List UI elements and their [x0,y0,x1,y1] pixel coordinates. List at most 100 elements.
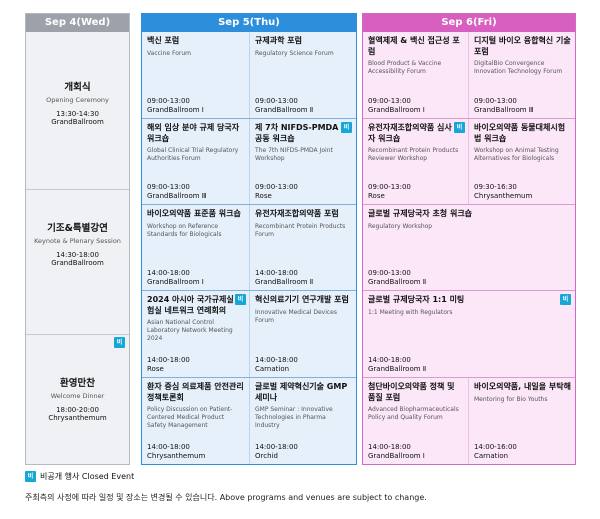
session-title: 혁신의료기기 연구개발 포럼 [255,295,349,304]
session-venue: GrandBallroom Ⅲ [147,192,207,200]
session-title: 환영만찬 [60,378,95,389]
session-footer: 14:00-18:00 Carnation [255,356,298,374]
session-title: 제 7차 NIFDS-PMDA 공동 워크숍 [255,123,339,143]
session-footer: 14:00-18:00 Rose [147,356,190,374]
closed-event-badge: 비 [560,294,571,305]
session-title: 글로벌 제약혁신기술 GMP 세미나 [255,382,348,402]
session-venue: GrandBallroom Ⅱ [368,365,427,373]
session-title: 백신 포럼 [147,36,180,45]
session-keynote[interactable]: 기조&특별강연 Keynote & Plenary Session 14:30-… [26,220,129,267]
session-footer: 09:30-16:30 Chrysanthemum [474,183,532,201]
session-cell[interactable]: 바이오의약품, 내일을 부탁해 Mentoring for Bio Youths… [469,378,575,464]
session-title: 바이오의약품 표준품 워크숍 [147,209,241,218]
session-title: 2024 아시아 국가규제실험실 네트워크 연례회의 [147,295,234,315]
session-cell[interactable]: 유전자재조합의약품 심사자 워크숍 Recombinant Protein Pr… [363,119,468,204]
session-footer: 09:00-13:00 Rose [368,183,411,201]
session-time: 09:00-13:00 [368,269,411,277]
session-title: 바이오의약품 동물대체시험법 워크숍 [474,123,566,143]
session-footer: 14:00-16:00 Carnation [474,443,517,461]
session-time: 09:00-13:00 [255,97,298,105]
session-cell[interactable]: 바이오의약품 동물대체시험법 워크숍 Workshop on Animal Te… [469,119,575,204]
session-en-title: Recombinant Protein Products Reviewer Wo… [368,147,459,162]
footnote: 주최측의 사정에 따라 일정 및 장소는 변경될 수 있습니다. Above p… [25,493,427,502]
session-footer: 14:00-18:00 GrandBallroom Ⅰ [368,443,425,461]
closed-event-badge: 비 [235,294,246,305]
session-title: 글로벌 규제당국자 초청 워크숍 [368,209,473,218]
divider [142,377,356,378]
session-en-title: Mentoring for Bio Youths [474,395,548,403]
session-opening-ceremony[interactable]: 개회식 Opening Ceremony 13:30-14:30 GrandBa… [26,79,129,126]
session-en-title: Regulatory Science Forum [255,49,334,57]
session-venue: Carnation [474,452,509,460]
session-footer: 09:00-13:00 Rose [255,183,298,201]
divider [363,290,575,291]
session-en-title: Policy Discussion on Patient-Centered Me… [147,406,233,429]
session-en-title: Regulatory Workshop [368,222,433,230]
session-en-title: Advanced Biopharmaceuticals Policy and Q… [368,406,459,421]
session-cell[interactable]: 백신 포럼 Vaccine Forum 09:00-13:00 GrandBall… [142,32,249,118]
divider [142,290,356,291]
session-cell[interactable]: 제 7차 NIFDS-PMDA 공동 워크숍 The 7th NIFDS-PMD… [250,119,356,204]
session-cell[interactable]: 유전자재조합의약품 포럼 Recombinant Protein Product… [250,205,356,290]
session-time: 14:00-18:00 [147,356,190,364]
session-time: 09:00-13:00 [368,183,411,191]
legend-label: 비공개 행사 Closed Event [40,472,135,481]
session-footer: 09:00-13:00 GrandBallroom Ⅱ [368,269,426,287]
divider [468,377,469,464]
session-title: 바이오의약품, 내일을 부탁해 [474,382,571,391]
session-cell[interactable]: 디지털 바이오 융합혁신 기술 포럼 DigitalBio Convergenc… [469,32,575,118]
session-cell[interactable]: 규제과학 포럼 Regulatory Science Forum 09:00-1… [250,32,356,118]
session-en-title: Innovative Medical Devices Forum [255,308,337,324]
session-venue: Chrysanthemum [48,414,107,422]
session-cell[interactable]: 글로벌 규제당국자 1:1 미팅 1:1 Meeting with Regula… [363,291,575,377]
session-subtitle: Opening Ceremony [46,96,109,104]
session-title: 유전자재조합의약품 심사자 워크숍 [368,123,452,143]
session-cell[interactable]: 첨단바이오의약품 정책 및 품질 포럼 Advanced Biopharmace… [363,378,468,464]
divider [142,118,356,119]
session-footer: 14:00-18:00 GrandBallroom Ⅰ [147,269,204,287]
session-venue: GrandBallroom Ⅰ [147,278,204,286]
session-time: 18:00-20:00 [56,406,99,414]
session-venue: GrandBallroom Ⅱ [368,278,427,286]
session-en-title: GMP Seminar : Innovative Technologies in… [255,406,333,429]
session-title: 해외 임상 분야 규제 당국자 워크숍 [147,123,240,143]
session-cell[interactable]: 글로벌 규제당국자 초청 워크숍 Regulatory Workshop 09:… [363,205,575,290]
divider [26,189,129,190]
session-cell[interactable]: 글로벌 제약혁신기술 GMP 세미나 GMP Seminar : Innovat… [250,378,356,464]
session-footer: 09:00-13:00 GrandBallroom Ⅲ [474,97,534,115]
session-welcome-dinner[interactable]: 환영만찬 Welcome Dinner 18:00-20:00 Chrysant… [26,375,129,422]
session-venue: Rose [255,192,272,200]
day-column-sep5: Sep 5(Thu) 백신 포럼 Vaccine Forum 09:00-13:… [141,13,357,465]
session-time: 14:00-18:00 [255,356,298,364]
session-footer: 09:00-13:00 GrandBallroom Ⅰ [147,97,204,115]
session-footer: 14:00-18:00 Chrysanthemum [147,443,205,461]
session-en-title: Recombinant Protein Products Forum [255,222,346,238]
session-cell[interactable]: 2024 아시아 국가규제실험실 네트워크 연례회의 Asian Nationa… [142,291,249,377]
legend: 비 비공개 행사 Closed Event [25,471,134,482]
session-time: 09:00-13:00 [368,97,411,105]
session-cell[interactable]: 혁신의료기기 연구개발 포럼 Innovative Medical Device… [250,291,356,377]
closed-event-badge: 비 [454,122,465,133]
session-time: 09:30-16:30 [474,183,517,191]
closed-event-badge: 비 [114,337,125,348]
session-en-title: Vaccine Forum [147,49,192,57]
session-venue: GrandBallroom Ⅱ [255,278,314,286]
session-subtitle: Welcome Dinner [50,392,105,400]
session-cell[interactable]: 바이오의약품 표준품 워크숍 Workshop on Reference Sta… [142,205,249,290]
session-time: 14:00-18:00 [368,443,411,451]
session-venue: GrandBallroom Ⅲ [474,106,534,114]
session-venue: Rose [368,192,385,200]
session-en-title: Blood Product & Vaccine Accessibility Fo… [368,60,442,75]
session-cell[interactable]: 환자 중심 의료제품 안전관리 정책토론회 Policy Discussion … [142,378,249,464]
session-title: 혈액제제 & 백신 접근성 포럼 [368,36,460,56]
closed-event-badge: 비 [25,471,36,482]
session-footer: 14:00-18:00 GrandBallroom Ⅱ [255,269,313,287]
session-title: 글로벌 규제당국자 1:1 미팅 [368,295,465,304]
session-time: 14:30-18:00 [56,251,99,259]
session-footer: 14:00-18:00 GrandBallroom Ⅱ [368,356,426,374]
session-cell[interactable]: 혈액제제 & 백신 접근성 포럼 Blood Product & Vaccine… [363,32,468,118]
session-en-title: DigitalBio Convergence Innovation Techno… [474,60,563,75]
session-en-title: Asian National Control Laboratory Networ… [147,319,233,342]
session-time: 09:00-13:00 [147,97,190,105]
session-cell[interactable]: 해외 임상 분야 규제 당국자 워크숍 Global Clinical Tria… [142,119,249,204]
